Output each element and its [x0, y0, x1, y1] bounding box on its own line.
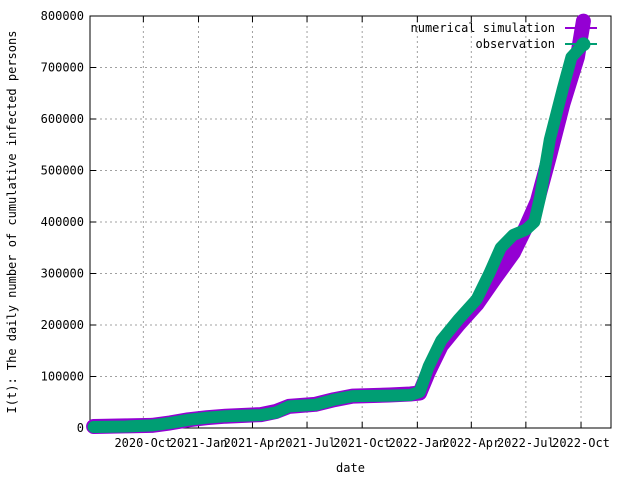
- x-tick-label: 2022-Oct: [552, 436, 610, 450]
- legend-label: observation: [476, 37, 555, 51]
- y-tick-label: 800000: [41, 9, 84, 23]
- x-tick-label: 2021-Apr: [224, 436, 282, 450]
- x-tick-label: 2020-Oct: [114, 436, 172, 450]
- series-line-0: [86, 13, 591, 434]
- y-tick-label: 700000: [41, 61, 84, 75]
- legend-marker: [576, 39, 586, 49]
- legend: numerical simulation observation: [411, 21, 597, 51]
- axis-ticks: 0 100000 200000 300000 400000 500000 600000 700…: [41, 9, 611, 450]
- x-tick-label: 2022-Jan: [388, 436, 446, 450]
- y-tick-label: 300000: [41, 267, 84, 281]
- series-layer: [86, 13, 591, 434]
- x-axis-label: date: [336, 461, 365, 475]
- y-tick-label: 200000: [41, 318, 84, 332]
- x-tick-label: 2021-Jan: [170, 436, 228, 450]
- x-tick-label: 2022-Apr: [442, 436, 500, 450]
- y-tick-label: 600000: [41, 112, 84, 126]
- legend-marker: [576, 23, 586, 33]
- y-tick-label: 500000: [41, 164, 84, 178]
- legend-label: numerical simulation: [411, 21, 556, 35]
- series-line-1: [87, 38, 590, 433]
- x-tick-label: 2022-Jul: [497, 436, 555, 450]
- y-tick-label: 100000: [41, 370, 84, 384]
- y-tick-label: 0: [77, 421, 84, 435]
- y-axis-label: I(t): The daily number of cumulative inf…: [5, 31, 19, 414]
- y-tick-label: 400000: [41, 215, 84, 229]
- x-tick-label: 2021-Jul: [278, 436, 336, 450]
- x-tick-label: 2021-Oct: [333, 436, 391, 450]
